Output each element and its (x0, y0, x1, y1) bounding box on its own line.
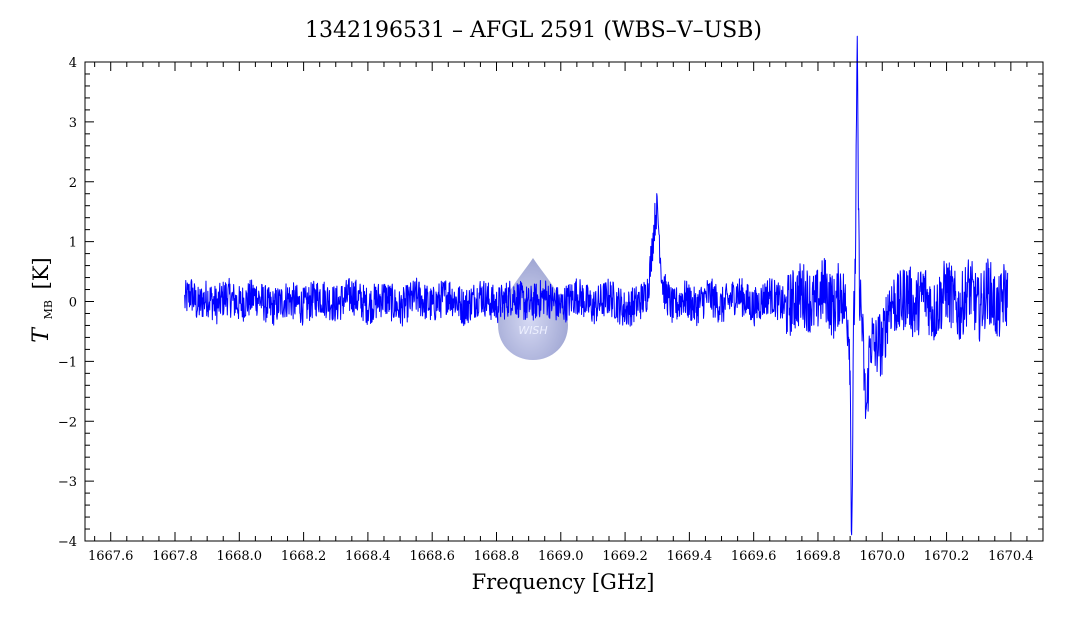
y-axis-title: T MB [K] (29, 257, 57, 343)
x-tick-label: 1668.0 (217, 549, 263, 564)
y-tick-label: 1 (69, 236, 77, 251)
y-tick-label: −2 (58, 415, 77, 430)
x-tick-label: 1668.6 (409, 549, 455, 564)
y-tick-label: −3 (58, 475, 77, 490)
x-tick-label: 1669.6 (731, 549, 777, 564)
x-tick-label: 1669.4 (667, 549, 713, 564)
x-tick-label: 1669.8 (795, 549, 841, 564)
x-axis-title: Frequency [GHz] (472, 570, 655, 594)
chart-title: 1342196531 – AFGL 2591 (WBS–V–USB) (305, 18, 762, 43)
y-tick-label: 4 (69, 56, 77, 71)
y-axis-title-symbol: T (29, 326, 54, 343)
y-axis-title-subscript: MB (42, 300, 55, 319)
x-tick-label: 1669.0 (538, 549, 584, 564)
x-tick-label: 1668.4 (345, 549, 391, 564)
y-tick-label: 0 (69, 296, 77, 311)
x-tick-label: 1670.0 (860, 549, 906, 564)
x-tick-label: 1670.2 (924, 549, 970, 564)
x-tick-label: 1667.6 (88, 549, 134, 564)
spectrum-series-line (184, 35, 1009, 536)
x-tick-label: 1668.8 (474, 549, 520, 564)
wish-watermark-text: WISH (518, 324, 547, 337)
y-tick-label: 2 (69, 176, 77, 191)
x-tick-label: 1670.4 (988, 549, 1034, 564)
x-tick-label: 1667.8 (152, 549, 198, 564)
y-axis-title-unit: [K] (29, 257, 53, 289)
x-tick-label: 1669.2 (602, 549, 648, 564)
y-tick-label: −1 (58, 355, 77, 370)
y-tick-label: 3 (69, 116, 77, 131)
x-tick-label: 1668.2 (281, 549, 327, 564)
y-tick-label: −4 (58, 535, 77, 550)
